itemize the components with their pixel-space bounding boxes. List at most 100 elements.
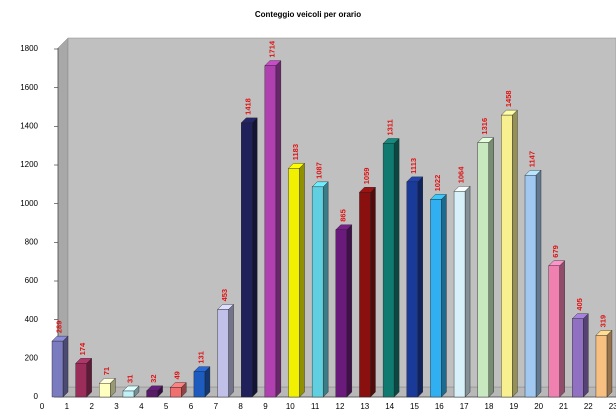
bar-side: [583, 313, 589, 398]
value-label: 1316: [480, 118, 489, 135]
bar-side: [370, 186, 376, 398]
value-label: 453: [220, 289, 229, 302]
x-tick-label: 18: [485, 402, 494, 411]
x-tick-label: 14: [385, 402, 394, 411]
x-tick-label: 15: [410, 402, 419, 411]
value-label: 32: [149, 374, 158, 382]
bar-side: [346, 224, 352, 398]
value-label: 1311: [386, 119, 395, 135]
bar: [51, 340, 64, 398]
x-tick-label: 0: [40, 402, 45, 411]
bar: [122, 390, 135, 398]
bar: [193, 371, 206, 398]
bar: [335, 229, 347, 398]
x-tick-label: 22: [584, 402, 593, 411]
x-tick-label: 12: [336, 402, 345, 411]
x-tick-label: 4: [139, 402, 144, 411]
x-tick-label: 23: [609, 402, 616, 411]
bar-side: [322, 181, 329, 398]
value-label: 405: [575, 298, 584, 311]
bar: [75, 363, 87, 398]
bar: [382, 143, 395, 398]
x-tick-label: 8: [238, 402, 243, 411]
bar: [99, 383, 111, 398]
bar-side: [393, 138, 400, 398]
bar: [146, 390, 158, 398]
bar-side: [228, 303, 234, 398]
x-tick-label: 3: [114, 402, 119, 411]
x-tick-label: 16: [435, 402, 444, 411]
bar: [288, 168, 300, 398]
bar-side: [441, 193, 447, 398]
x-tick-label: 19: [509, 402, 518, 411]
bar: [548, 265, 560, 398]
x-tick-label: 17: [460, 402, 469, 411]
value-label: 1418: [244, 98, 253, 115]
value-label: 1458: [504, 90, 513, 107]
value-label: 865: [338, 209, 347, 222]
value-label: 1147: [527, 151, 536, 167]
value-label: 679: [551, 245, 560, 258]
value-label: 1059: [362, 168, 371, 185]
bar: [524, 175, 537, 398]
value-label: 289: [54, 321, 63, 334]
bar: [217, 309, 229, 398]
value-label: 174: [78, 342, 87, 355]
value-label: 131: [196, 351, 205, 364]
value-label: 1064: [457, 166, 466, 184]
x-tick-label: 21: [559, 402, 568, 411]
y-tick-label: 600: [25, 276, 39, 285]
x-tick-label: 1: [65, 402, 70, 411]
bar-side: [417, 176, 423, 398]
bar: [359, 192, 371, 398]
y-tick-label: 1200: [20, 160, 38, 169]
bar: [406, 181, 418, 398]
x-tick-label: 13: [360, 402, 369, 411]
bar: [240, 122, 253, 398]
value-label: 1183: [291, 144, 300, 160]
bar: [572, 318, 584, 398]
x-tick-label: 2: [89, 402, 94, 411]
value-label: 49: [173, 371, 182, 379]
value-label: 31: [125, 375, 134, 383]
bar-side: [204, 366, 211, 398]
x-tick-label: 20: [534, 402, 543, 411]
bar-side: [512, 109, 518, 398]
y-tick-label: 800: [25, 237, 39, 246]
x-tick-label: 7: [214, 402, 219, 411]
x-tick-label: 6: [189, 402, 194, 411]
value-label: 1113: [409, 158, 418, 174]
bar-side: [275, 60, 282, 398]
bar-side: [488, 137, 494, 398]
x-tick-label: 11: [311, 402, 320, 411]
chart-title: Conteggio veicoli per orario: [255, 10, 361, 19]
bar-side: [62, 335, 69, 398]
y-tick-label: 1400: [20, 121, 38, 130]
value-label: 1714: [267, 40, 276, 58]
value-label: 1022: [433, 175, 442, 192]
value-label: 71: [102, 367, 111, 375]
bar-side: [606, 329, 613, 398]
bar-side: [464, 185, 471, 398]
bar: [595, 335, 608, 398]
value-label: 1087: [315, 162, 324, 179]
bar: [264, 65, 277, 398]
y-tick-label: 0: [34, 392, 39, 401]
bar-side: [559, 260, 565, 398]
y-tick-label: 1600: [20, 83, 38, 92]
bar: [453, 191, 466, 398]
x-tick-label: 10: [286, 402, 295, 411]
y-tick-label: 400: [25, 315, 39, 324]
bar: [501, 114, 513, 398]
bar: [430, 199, 442, 398]
x-tick-label: 9: [263, 402, 268, 411]
bar-side: [86, 357, 92, 398]
y-tick-label: 200: [25, 353, 39, 362]
bar-side: [535, 169, 542, 398]
bar-side: [251, 117, 258, 398]
bar: [477, 142, 489, 398]
value-label: 319: [598, 315, 607, 328]
bar-side: [299, 162, 305, 398]
y-tick-label: 1000: [20, 199, 38, 208]
